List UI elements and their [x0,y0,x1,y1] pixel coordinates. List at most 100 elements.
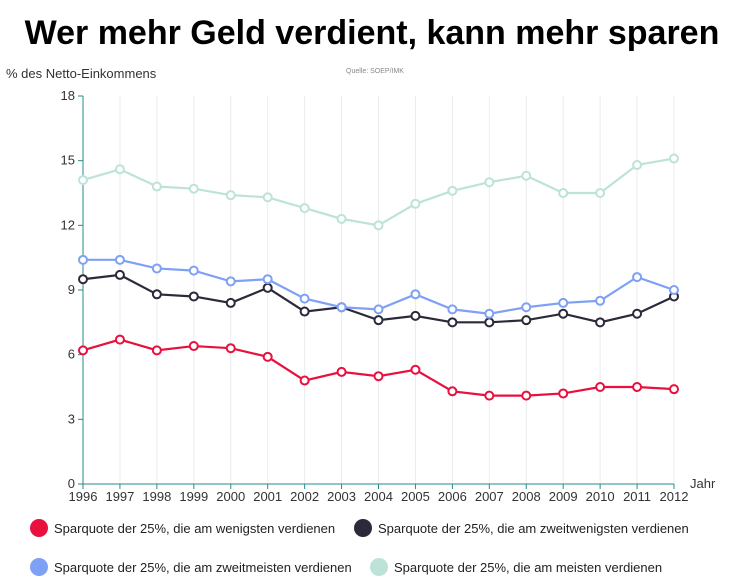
data-point [336,213,347,224]
x-tick-label: 2011 [623,489,651,504]
data-point [114,164,125,175]
x-tick-label: 2010 [586,489,615,504]
data-point [484,317,495,328]
data-point [151,345,162,356]
data-point [632,308,643,319]
data-point [336,302,347,313]
data-point [299,306,310,317]
data-point [484,177,495,188]
data-point [78,274,88,285]
data-point [410,310,421,321]
legend-item[interactable]: Sparquote der 25%, die am meisten verdie… [370,558,662,576]
data-point [262,351,273,362]
data-point [373,371,384,382]
y-axis-label: % des Netto-Einkommens [6,66,157,81]
data-point [484,390,495,401]
y-tick-label: 3 [68,411,75,426]
legend-label: Sparquote der 25%, die am meisten verdie… [394,559,663,575]
data-point [595,317,606,328]
data-point [558,188,569,198]
data-point [225,276,236,287]
data-point [373,304,384,315]
data-point [225,190,236,201]
data-point [262,192,273,203]
data-point [114,269,125,280]
data-point [521,170,532,181]
x-tick-label: 2009 [549,489,578,504]
x-tick-label: 2004 [364,489,393,504]
data-point [114,334,125,345]
data-point [447,386,458,397]
data-point [299,375,310,386]
data-point [188,341,199,352]
data-point [151,181,162,192]
data-point [484,308,495,319]
data-point [299,293,310,304]
data-point [151,263,162,274]
data-point [521,302,532,313]
data-point [114,254,125,265]
data-point [632,272,643,283]
x-tick-label: 1999 [179,489,208,504]
legend-item[interactable]: Sparquote der 25%, die am zweitmeisten v… [30,558,352,576]
data-point [521,390,532,401]
data-point [447,317,458,328]
legend-marker [370,558,388,576]
data-point [558,308,569,319]
legend-marker [30,558,48,576]
x-tick-label: 2000 [216,489,245,504]
x-tick-label: 2005 [401,489,430,504]
data-point [225,343,236,354]
x-tick-label: 1996 [69,489,98,504]
y-tick-label: 15 [61,153,75,168]
legend-marker [30,519,48,537]
x-tick-label: 2007 [475,489,504,504]
data-point [669,153,679,164]
data-point [373,220,384,231]
data-point [632,382,643,392]
data-point [632,159,643,170]
data-point [558,297,569,308]
y-tick-label: 9 [68,282,75,297]
y-tick-label: 6 [68,347,75,362]
legend-marker [354,519,372,537]
data-point [151,289,162,300]
source-note: Quelle: SOEP/IMK [346,68,404,75]
data-point [78,345,88,356]
x-tick-label: 2006 [438,489,467,504]
data-point [447,185,458,196]
y-tick-label: 12 [61,217,75,232]
data-point [410,289,421,300]
legend-item[interactable]: Sparquote der 25%, die am wenigsten verd… [30,519,335,537]
data-point [669,384,679,395]
legend-label: Sparquote der 25%, die am zweitmeisten v… [54,559,352,575]
x-tick-label: 2002 [290,489,319,504]
data-point [410,364,421,375]
legend-label: Sparquote der 25%, die am zweitwenigsten… [378,520,689,536]
x-tick-label: 2003 [327,489,356,504]
data-point [78,254,88,265]
data-point [299,203,310,214]
data-point [262,282,273,293]
data-point [262,274,273,285]
data-point [558,388,569,399]
x-tick-label: 2001 [253,489,282,504]
data-point [188,265,199,276]
data-point [595,295,606,306]
x-tick-label: 1997 [105,489,134,504]
data-point [521,315,532,326]
legend-item[interactable]: Sparquote der 25%, die am zweitwenigsten… [354,519,689,537]
x-axis-label: Jahr [690,476,716,491]
data-point [447,304,458,315]
data-point [669,285,679,295]
x-tick-label: 2008 [512,489,541,504]
data-point [595,188,606,198]
y-tick-label: 0 [68,476,75,491]
data-point [373,315,384,326]
chart-title: Wer mehr Geld verdient, kann mehr sparen [24,14,720,52]
x-tick-label: 1998 [142,489,171,504]
data-point [78,175,88,186]
data-point [188,183,199,194]
y-tick-label: 18 [61,88,75,103]
